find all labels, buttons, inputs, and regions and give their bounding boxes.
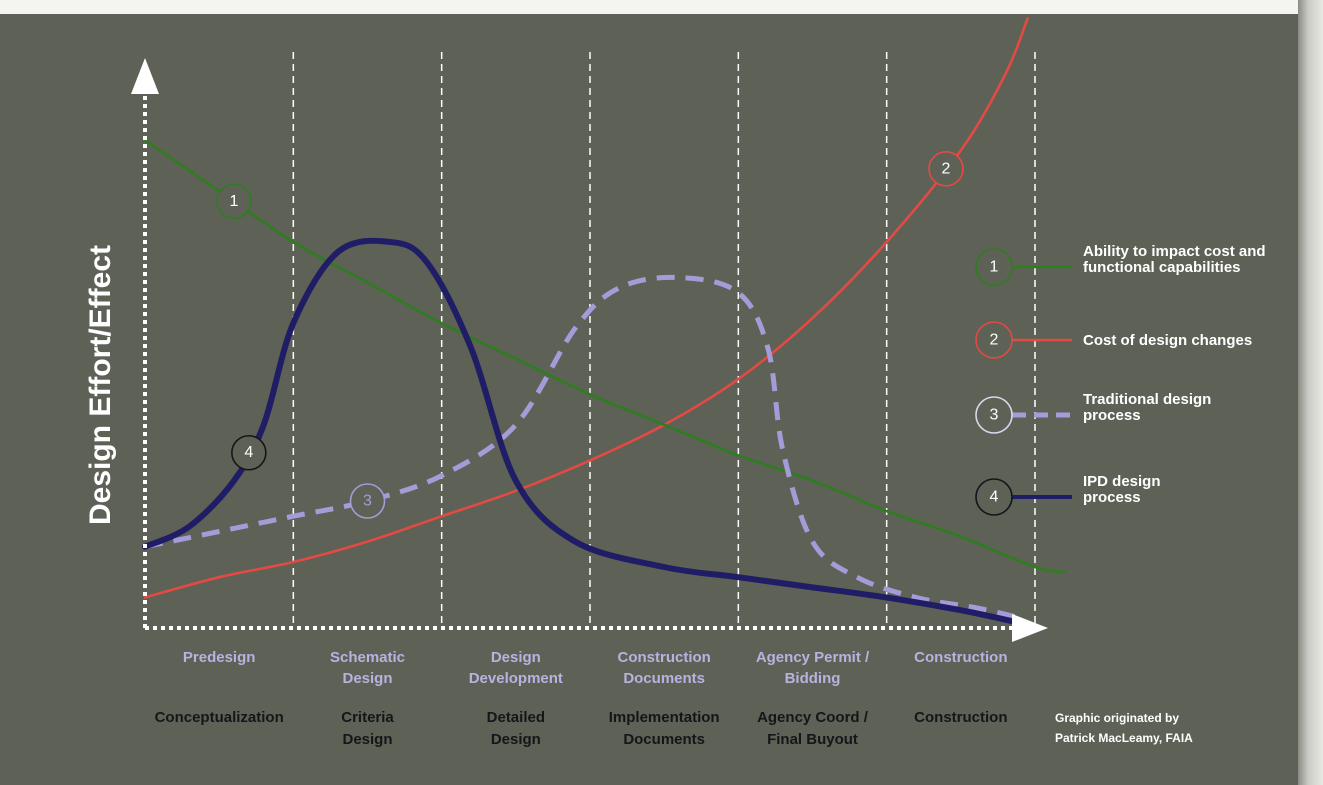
credit-line-2: Patrick MacLeamy, FAIA — [1055, 731, 1193, 745]
marker-number: 4 — [244, 444, 253, 461]
right-border — [1298, 0, 1323, 785]
curve-markers: 1 2 3 4 — [216, 150, 964, 519]
series-4-marker: 4 — [231, 434, 267, 471]
legend-label-1: functional capabilities — [1083, 259, 1241, 276]
stage-label-3: Detailed — [487, 709, 545, 726]
legend-label-3: process — [1083, 407, 1141, 424]
marker-number: 2 — [942, 160, 951, 177]
series-3-marker: 3 — [349, 483, 386, 519]
legend-marker-2 — [975, 321, 1013, 359]
series-2-marker: 2 — [928, 150, 964, 187]
phase-label-2: Design — [342, 670, 392, 687]
phase-label-3: Development — [469, 670, 563, 687]
stage-label-5: Final Buyout — [767, 731, 858, 748]
legend-marker-4 — [975, 478, 1013, 516]
legend-label-1: Ability to impact cost and — [1083, 243, 1266, 260]
legend-label-4: process — [1083, 489, 1141, 506]
stage-label-5: Agency Coord / — [757, 709, 869, 726]
legend-item-2: 2 Cost of design changes — [975, 321, 1252, 359]
chart-curves — [142, 17, 1066, 626]
top-border — [0, 0, 1323, 14]
legend-number-4: 4 — [990, 489, 999, 506]
credit-line-1: Graphic originated by — [1055, 711, 1179, 725]
stage-labels: Conceptualization Criteria Design Detailed D… — [155, 709, 1008, 748]
credit: Graphic originated by Patrick MacLeamy, … — [1055, 711, 1193, 745]
phase-label-2: Schematic — [330, 649, 405, 666]
legend-marker-3 — [975, 396, 1013, 434]
phase-label-5: Agency Permit / — [756, 649, 870, 666]
series-1-line — [143, 139, 1066, 574]
legend-label-4: IPD design — [1083, 473, 1161, 490]
marker-circle — [231, 434, 267, 471]
stage-label-4: Documents — [623, 731, 705, 748]
stage-label-6: Construction — [914, 709, 1007, 726]
phase-label-4: Construction — [618, 649, 711, 666]
phase-label-5: Bidding — [785, 670, 841, 687]
legend-number-1: 1 — [990, 259, 999, 276]
marker-circle — [928, 150, 964, 187]
series-4-line — [142, 237, 1024, 626]
legend-label-2: Cost of design changes — [1083, 332, 1252, 349]
marker-number: 3 — [363, 493, 372, 510]
stage-label-2: Design — [342, 731, 392, 748]
legend-marker-1 — [975, 248, 1013, 286]
series-2-line — [143, 17, 1029, 599]
phase-dividers — [292, 52, 1036, 628]
phase-label-6: Construction — [914, 649, 1007, 666]
chart-axes — [131, 58, 1048, 642]
phase-labels: Predesign Schematic Design Design Developmen… — [183, 649, 1008, 687]
phase-label-4: Documents — [623, 670, 705, 687]
series-1-marker: 1 — [216, 183, 252, 220]
phase-label-1: Predesign — [183, 649, 256, 666]
marker-circle — [349, 483, 386, 519]
stage-label-3: Design — [491, 731, 541, 748]
phase-label-3: Design — [491, 649, 541, 666]
y-axis-label: Design Effort/Effect — [84, 245, 117, 525]
stage-label-2: Criteria — [341, 709, 394, 726]
marker-number: 1 — [230, 193, 239, 210]
series-3-line — [144, 274, 1021, 621]
legend-number-3: 3 — [990, 407, 999, 424]
stage-label-1: Conceptualization — [155, 709, 284, 726]
legend-number-2: 2 — [990, 332, 999, 349]
marker-circle — [216, 183, 252, 220]
legend-label-3: Traditional design — [1083, 391, 1211, 408]
y-axis-arrow-icon — [131, 58, 159, 94]
x-axis-arrow-icon — [1012, 614, 1048, 642]
stage-label-4: Implementation — [609, 709, 720, 726]
